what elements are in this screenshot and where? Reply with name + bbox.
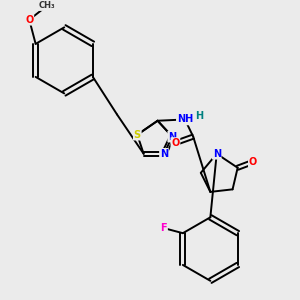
- Text: O: O: [25, 15, 33, 25]
- Text: N: N: [213, 149, 221, 159]
- Text: O: O: [171, 138, 179, 148]
- Text: O: O: [249, 157, 257, 167]
- Text: F: F: [160, 223, 167, 233]
- Text: NH: NH: [177, 115, 193, 124]
- Text: N: N: [160, 149, 168, 159]
- Text: S: S: [134, 130, 141, 140]
- Text: CH₃: CH₃: [39, 1, 56, 10]
- Text: H: H: [196, 111, 204, 121]
- Text: N: N: [168, 132, 176, 142]
